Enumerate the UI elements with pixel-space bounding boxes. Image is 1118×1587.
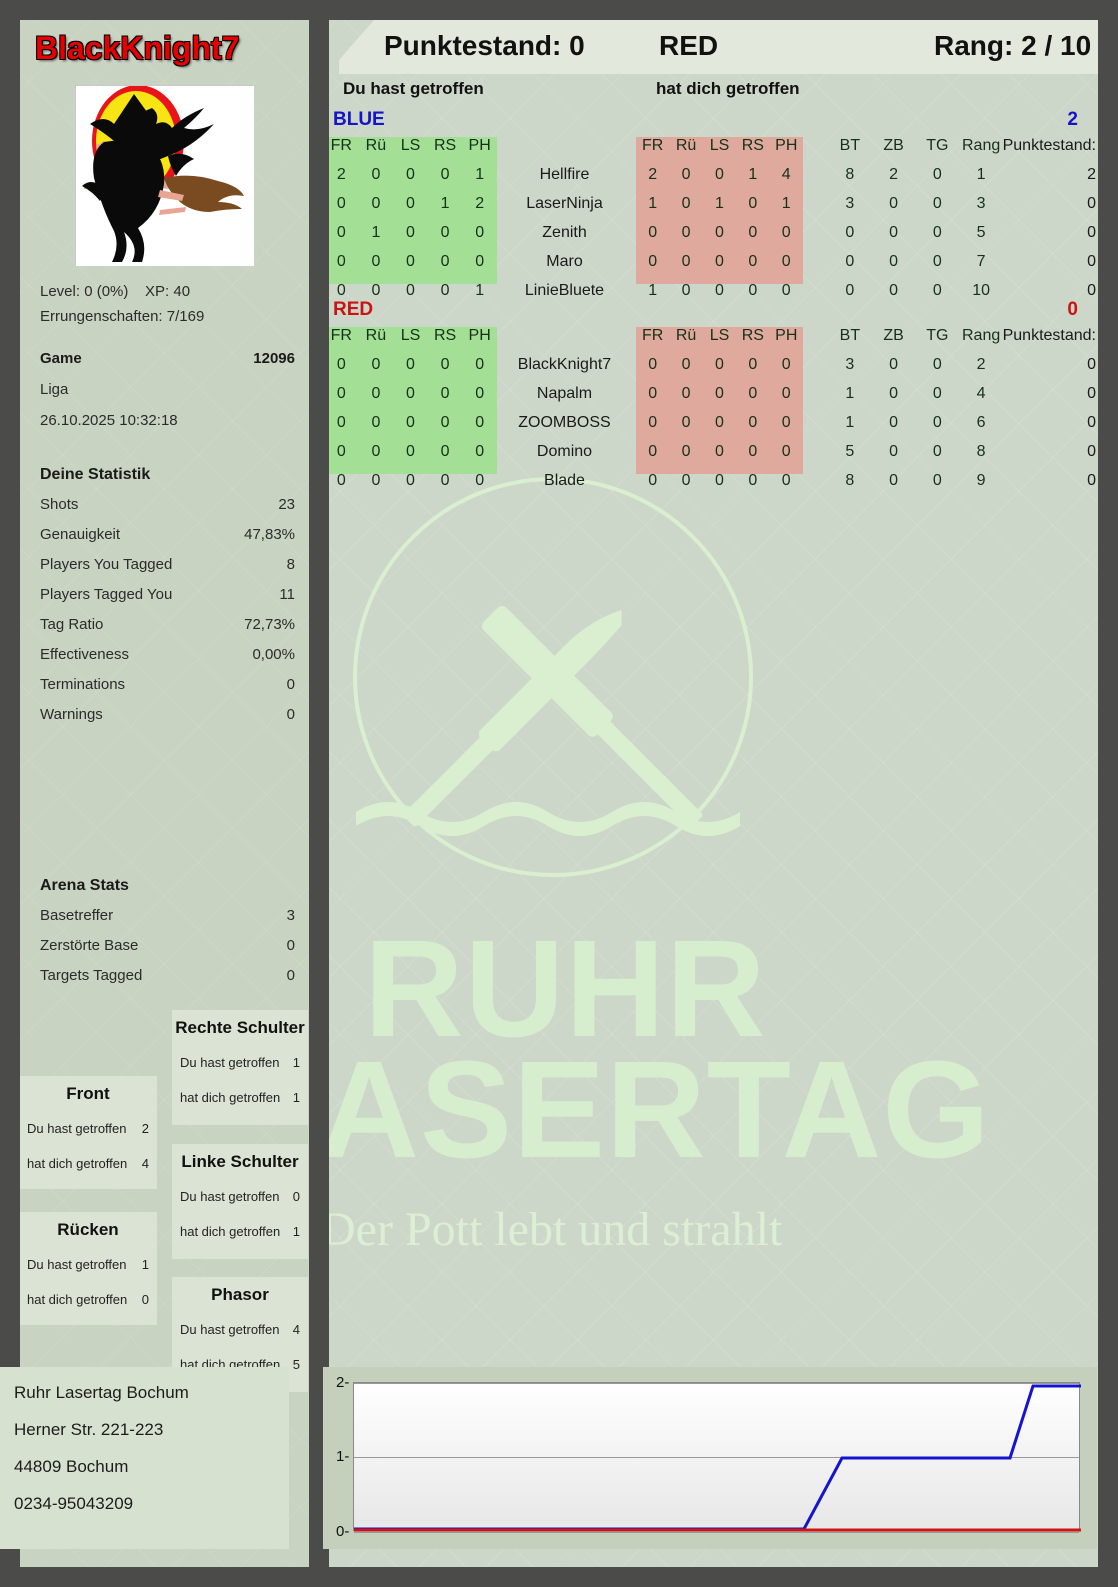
svg-text:LASERTAG: LASERTAG	[329, 1033, 991, 1187]
svg-text:Der Pott lebt und strahlt: Der Pott lebt und strahlt	[329, 1203, 783, 1256]
